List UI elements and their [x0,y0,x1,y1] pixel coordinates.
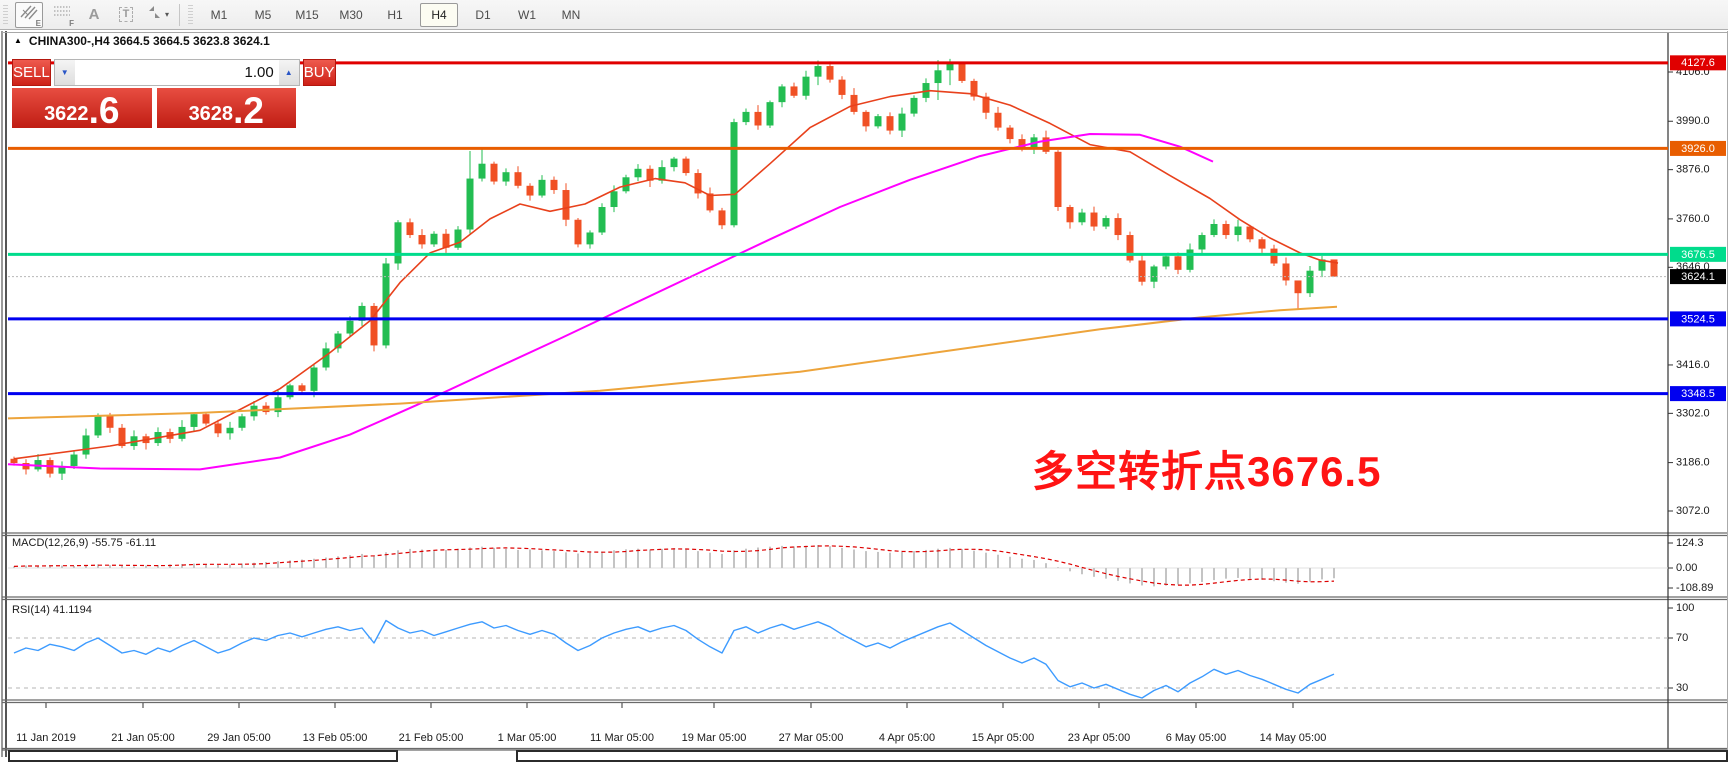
volume-input[interactable] [74,60,279,85]
text-tool-icon: A [88,6,100,23]
sell-button[interactable]: SELL [12,59,51,86]
fibonacci-tool-button[interactable]: F [49,3,75,28]
timeframe-button-d1[interactable]: D1 [475,7,491,22]
svg-text:3348.5: 3348.5 [1681,388,1715,400]
svg-text:15 Apr 05:00: 15 Apr 05:00 [972,732,1034,744]
volume-control: ▼ ▲ [53,59,300,86]
sell-price-main: 3622 [44,103,89,125]
ma-mid-magenta [7,133,1214,471]
svg-text:3302.0: 3302.0 [1676,407,1710,419]
chart-symbol-ohlc: ▲ CHINA300-,H4 3664.5 3664.5 3623.8 3624.… [14,34,270,48]
bottom-window-tab[interactable] [516,750,1728,762]
tool-sub-label: F [69,18,74,28]
timeframe-button-m5[interactable]: M5 [254,7,272,22]
svg-text:29 Jan 05:00: 29 Jan 05:00 [207,732,271,744]
buy-price-box[interactable]: 3628.2 [156,88,296,131]
volume-decrease-button[interactable]: ▼ [54,60,75,85]
svg-text:3990.0: 3990.0 [1676,115,1710,127]
trade-panel-row: SELL ▼ ▲ BUY [12,59,336,86]
equidistant-channel-tool-button[interactable]: E [15,1,43,28]
timeframe-button-m15[interactable]: M15 [295,7,319,22]
svg-text:13 Feb 05:00: 13 Feb 05:00 [303,732,368,744]
toolbar: E F A T ▾ M1 M5 M15 M30 H1 H4 D1 W1 MN [0,0,1728,30]
toolbar-drag-handle[interactable] [188,4,193,25]
svg-text:3676.5: 3676.5 [1681,249,1715,261]
text-label-icon: T [118,7,134,22]
buy-price-pips: .2 [233,89,264,131]
trade-panel-prices: 3622.6 3628.2 [12,88,296,131]
svg-text:3416.0: 3416.0 [1676,359,1710,371]
svg-text:4127.6: 4127.6 [1681,57,1715,69]
svg-text:6 May 05:00: 6 May 05:00 [1166,732,1227,744]
fibonacci-icon [53,4,71,25]
svg-text:27 Mar 05:00: 27 Mar 05:00 [779,732,844,744]
svg-text:19 Mar 05:00: 19 Mar 05:00 [682,732,747,744]
sell-price-box[interactable]: 3622.6 [12,88,152,131]
window-frame [1,31,3,757]
svg-text:3186.0: 3186.0 [1676,457,1710,469]
rsi-indicator-label: RSI(14) 41.1194 [12,604,92,616]
chart-text-annotation: 多空转折点3676.5 [1032,448,1382,495]
timeframe-button-w1[interactable]: W1 [518,7,536,22]
symbol-ohlc-text: CHINA300-,H4 3664.5 3664.5 3623.8 3624.1 [28,34,270,48]
timeframe-button-h1[interactable]: H1 [387,7,403,22]
svg-text:11 Jan 2019: 11 Jan 2019 [16,732,76,744]
bottom-window-tab[interactable] [8,750,398,762]
timeframe-group: M1 M5 M15 M30 H1 H4 D1 W1 MN [197,2,593,27]
sell-price-pips: .6 [88,89,120,131]
svg-text:3760.0: 3760.0 [1676,213,1710,225]
buy-button[interactable]: BUY [302,59,336,86]
ma-fast-red [13,89,1339,460]
timeframe-button-m30[interactable]: M30 [339,7,363,22]
svg-text:3072.0: 3072.0 [1676,505,1710,517]
arrows-icon [147,5,163,24]
svg-text:21 Feb 05:00: 21 Feb 05:00 [399,732,464,744]
dropdown-caret-icon: ▾ [164,10,169,19]
svg-text:3524.5: 3524.5 [1681,313,1715,325]
price-chart[interactable]: 4106.03990.03876.03760.03646.03416.03302… [0,31,1728,757]
timeframe-button-m1[interactable]: M1 [210,7,228,22]
svg-text:100: 100 [1676,602,1694,614]
svg-text:70: 70 [1676,632,1688,644]
svg-text:23 Apr 05:00: 23 Apr 05:00 [1068,732,1130,744]
macd-indicator-label: MACD(12,26,9) -55.75 -61.11 [12,537,157,549]
svg-text:11 Mar 05:00: 11 Mar 05:00 [590,732,654,744]
svg-text:3876.0: 3876.0 [1676,164,1710,176]
svg-text:124.3: 124.3 [1676,537,1704,549]
svg-text:3624.1: 3624.1 [1681,271,1715,283]
window-frame [5,31,7,757]
svg-text:30: 30 [1676,682,1688,694]
svg-text:-108.89: -108.89 [1676,582,1713,594]
timeframe-button-mn[interactable]: MN [561,7,581,22]
buy-price-main: 3628 [188,103,234,125]
timeframe-button-h4[interactable]: H4 [420,2,458,27]
ma-slow-gold [7,305,1338,420]
tool-sub-label: E [35,18,41,28]
collapse-triangle-icon[interactable]: ▲ [14,36,22,45]
equidistant-channel-icon [20,4,38,25]
volume-increase-button[interactable]: ▲ [278,60,299,85]
svg-text:1 Mar 05:00: 1 Mar 05:00 [498,732,557,744]
svg-text:21 Jan 05:00: 21 Jan 05:00 [111,732,175,744]
arrange-tool-button[interactable]: ▾ [145,3,171,27]
toolbar-separator [179,3,180,26]
svg-text:4 Apr 05:00: 4 Apr 05:00 [879,732,935,744]
toolbar-drag-handle[interactable] [3,4,8,25]
svg-text:0.00: 0.00 [1676,562,1697,574]
svg-text:3926.0: 3926.0 [1681,143,1715,155]
text-label-tool-button[interactable]: T [113,3,139,27]
one-click-trade-panel: SELL ▼ ▲ BUY 3622.6 3628.2 [12,59,336,131]
svg-text:14 May 05:00: 14 May 05:00 [1260,732,1327,744]
text-tool-button[interactable]: A [81,3,107,27]
